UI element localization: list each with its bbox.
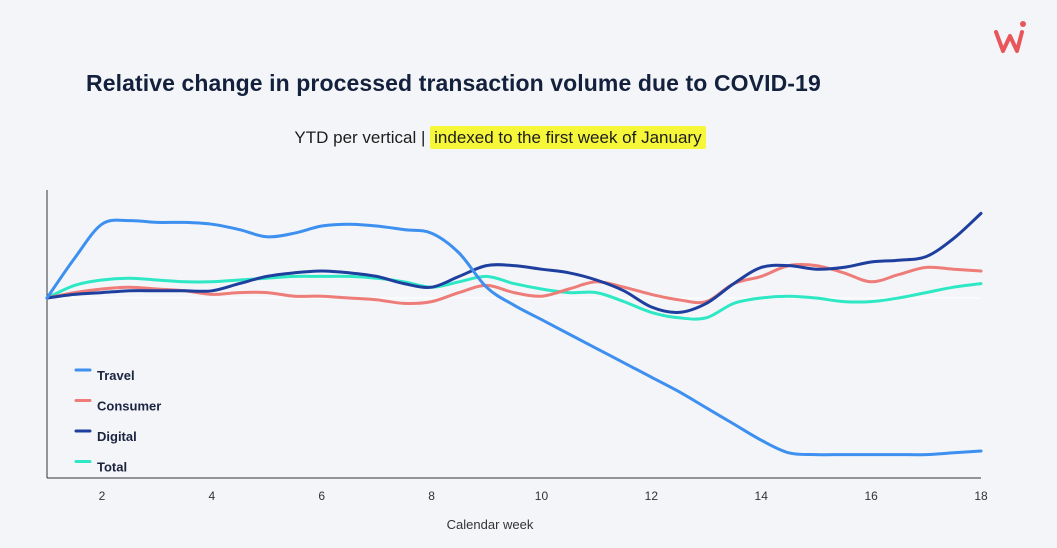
x-axis-title: Calendar week [447, 517, 534, 532]
legend-label-digital: Digital [97, 429, 137, 444]
legend-label-consumer: Consumer [97, 399, 161, 414]
x-tick-label: 12 [645, 489, 659, 503]
x-tick-label: 8 [428, 489, 435, 503]
subtitle-highlight: indexed to the first week of January [430, 126, 706, 149]
series-lines [45, 211, 983, 457]
series-line-total [45, 274, 983, 321]
x-tick-label: 16 [864, 489, 878, 503]
brand-w-icon [994, 21, 1026, 53]
series-line-consumer [45, 262, 983, 305]
chart-subtitle: YTD per vertical | indexed to the first … [0, 126, 1000, 149]
chart-title: Relative change in processed transaction… [86, 70, 821, 96]
brand-logo [992, 18, 1032, 58]
x-tick-label: 6 [318, 489, 325, 503]
legend: Travel Consumer Digital Total [74, 368, 161, 475]
x-tick-label: 18 [974, 489, 988, 503]
x-tick-label: 10 [535, 489, 549, 503]
legend-label-total: Total [97, 460, 127, 475]
x-tick-labels: 2 4 6 8 10 12 14 16 18 [99, 489, 988, 503]
series-line-travel [45, 218, 983, 457]
x-tick-label: 2 [99, 489, 106, 503]
x-tick-label: 14 [755, 489, 769, 503]
subtitle-prefix: YTD per vertical | [294, 128, 431, 147]
series-line-digital [45, 211, 983, 314]
legend-label-travel: Travel [97, 368, 135, 383]
x-tick-label: 4 [208, 489, 215, 503]
